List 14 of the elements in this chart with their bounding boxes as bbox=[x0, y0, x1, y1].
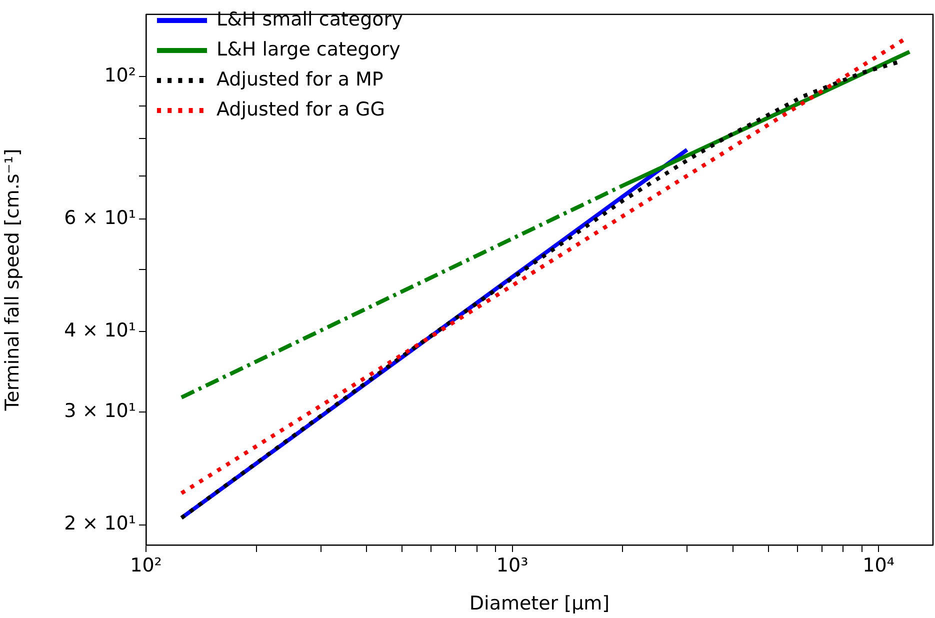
y-tick-label: 6 × 10¹ bbox=[64, 206, 136, 229]
y-tick-label: 3 × 10¹ bbox=[64, 400, 136, 422]
y-axis-title: Terminal fall speed [cm.s⁻¹] bbox=[1, 148, 24, 412]
y-tick-label: 2 × 10¹ bbox=[64, 512, 136, 535]
legend-label: L&H small category bbox=[216, 8, 403, 30]
legend-label: Adjusted for a GG bbox=[216, 98, 385, 120]
y-tick-label: 4 × 10¹ bbox=[64, 320, 136, 342]
legend-label: Adjusted for a MP bbox=[216, 68, 384, 90]
x-axis-title: Diameter [μm] bbox=[469, 592, 610, 615]
y-tick-label: 10² bbox=[104, 64, 136, 86]
legend-label: L&H large category bbox=[216, 38, 400, 60]
x-tick-label: 10³ bbox=[496, 554, 528, 576]
x-tick-label: 10² bbox=[130, 554, 162, 576]
x-tick-label: 10⁴ bbox=[862, 554, 895, 576]
